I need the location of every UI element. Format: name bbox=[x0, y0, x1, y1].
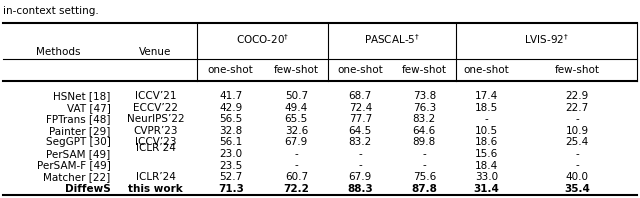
Text: 89.8: 89.8 bbox=[413, 137, 436, 147]
Text: 67.9: 67.9 bbox=[349, 172, 372, 182]
Text: DiffewS: DiffewS bbox=[65, 184, 111, 194]
Text: few-shot: few-shot bbox=[402, 65, 447, 75]
Text: SegGPT [30]: SegGPT [30] bbox=[46, 137, 111, 147]
Text: ECCV’22: ECCV’22 bbox=[133, 103, 178, 113]
Text: 77.7: 77.7 bbox=[349, 114, 372, 124]
Text: 73.8: 73.8 bbox=[413, 91, 436, 101]
Text: -: - bbox=[422, 149, 426, 159]
Text: LVIS-92$^{\dagger}$: LVIS-92$^{\dagger}$ bbox=[524, 33, 569, 47]
Text: -: - bbox=[422, 161, 426, 170]
Text: 50.7: 50.7 bbox=[285, 91, 308, 101]
Text: 23.5: 23.5 bbox=[219, 161, 243, 170]
Text: 68.7: 68.7 bbox=[349, 91, 372, 101]
Text: ICCV’21: ICCV’21 bbox=[135, 91, 176, 101]
Text: one-shot: one-shot bbox=[208, 65, 253, 75]
Text: 72.4: 72.4 bbox=[349, 103, 372, 113]
Text: Venue: Venue bbox=[140, 47, 172, 57]
Text: 76.3: 76.3 bbox=[413, 103, 436, 113]
Text: -: - bbox=[294, 149, 298, 159]
Text: 10.9: 10.9 bbox=[565, 126, 589, 136]
Text: Painter [29]: Painter [29] bbox=[49, 126, 111, 136]
Text: 87.8: 87.8 bbox=[412, 184, 437, 194]
Text: 22.9: 22.9 bbox=[565, 91, 589, 101]
Text: 18.6: 18.6 bbox=[475, 137, 499, 147]
Text: -: - bbox=[485, 114, 488, 124]
Text: FPTrans [48]: FPTrans [48] bbox=[46, 114, 111, 124]
Text: 64.5: 64.5 bbox=[349, 126, 372, 136]
Text: one-shot: one-shot bbox=[337, 65, 383, 75]
Text: 32.8: 32.8 bbox=[219, 126, 243, 136]
Text: 32.6: 32.6 bbox=[285, 126, 308, 136]
Text: -: - bbox=[294, 161, 298, 170]
Text: HSNet [18]: HSNet [18] bbox=[53, 91, 111, 101]
Text: 22.7: 22.7 bbox=[565, 103, 589, 113]
Text: 25.4: 25.4 bbox=[565, 137, 589, 147]
Text: ICCV’23: ICCV’23 bbox=[135, 137, 176, 147]
Text: PerSAM [49]: PerSAM [49] bbox=[47, 149, 111, 159]
Text: 60.7: 60.7 bbox=[285, 172, 308, 182]
Text: 18.5: 18.5 bbox=[475, 103, 499, 113]
Text: few-shot: few-shot bbox=[274, 65, 319, 75]
Text: 71.3: 71.3 bbox=[218, 184, 244, 194]
Text: 56.5: 56.5 bbox=[219, 114, 243, 124]
Text: 67.9: 67.9 bbox=[285, 137, 308, 147]
Text: 64.6: 64.6 bbox=[413, 126, 436, 136]
Text: 83.2: 83.2 bbox=[349, 137, 372, 147]
Text: COCO-20$^{\dagger}$: COCO-20$^{\dagger}$ bbox=[236, 33, 289, 47]
Text: 18.4: 18.4 bbox=[475, 161, 499, 170]
Text: NeurIPS’22: NeurIPS’22 bbox=[127, 114, 184, 124]
Text: ICLR’24: ICLR’24 bbox=[136, 172, 175, 182]
Text: -: - bbox=[358, 149, 362, 159]
Text: 31.4: 31.4 bbox=[474, 184, 500, 194]
Text: this work: this work bbox=[128, 184, 183, 194]
Text: 41.7: 41.7 bbox=[219, 91, 243, 101]
Text: 52.7: 52.7 bbox=[219, 172, 243, 182]
Text: Methods: Methods bbox=[36, 47, 81, 57]
Text: CVPR’23: CVPR’23 bbox=[133, 126, 178, 136]
Text: 65.5: 65.5 bbox=[285, 114, 308, 124]
Text: -: - bbox=[575, 114, 579, 124]
Text: 75.6: 75.6 bbox=[413, 172, 436, 182]
Text: 88.3: 88.3 bbox=[348, 184, 373, 194]
Text: 42.9: 42.9 bbox=[219, 103, 243, 113]
Text: 56.1: 56.1 bbox=[219, 137, 243, 147]
Text: -: - bbox=[358, 161, 362, 170]
Text: 17.4: 17.4 bbox=[475, 91, 499, 101]
Text: 33.0: 33.0 bbox=[475, 172, 499, 182]
Text: -: - bbox=[575, 149, 579, 159]
Text: 35.4: 35.4 bbox=[564, 184, 590, 194]
Text: 15.6: 15.6 bbox=[475, 149, 499, 159]
Text: ICLR’24: ICLR’24 bbox=[136, 143, 175, 153]
Text: 23.0: 23.0 bbox=[219, 149, 243, 159]
Text: PerSAM-F [49]: PerSAM-F [49] bbox=[37, 161, 111, 170]
Text: VAT [47]: VAT [47] bbox=[67, 103, 111, 113]
Text: 40.0: 40.0 bbox=[566, 172, 588, 182]
Text: 10.5: 10.5 bbox=[475, 126, 499, 136]
Text: 83.2: 83.2 bbox=[413, 114, 436, 124]
Text: 49.4: 49.4 bbox=[285, 103, 308, 113]
Text: in-context setting.: in-context setting. bbox=[3, 6, 99, 16]
Text: one-shot: one-shot bbox=[464, 65, 509, 75]
Text: PASCAL-5$^{\dagger}$: PASCAL-5$^{\dagger}$ bbox=[364, 33, 420, 47]
Text: few-shot: few-shot bbox=[554, 65, 600, 75]
Text: -: - bbox=[575, 161, 579, 170]
Text: Matcher [22]: Matcher [22] bbox=[44, 172, 111, 182]
Text: 72.2: 72.2 bbox=[284, 184, 309, 194]
